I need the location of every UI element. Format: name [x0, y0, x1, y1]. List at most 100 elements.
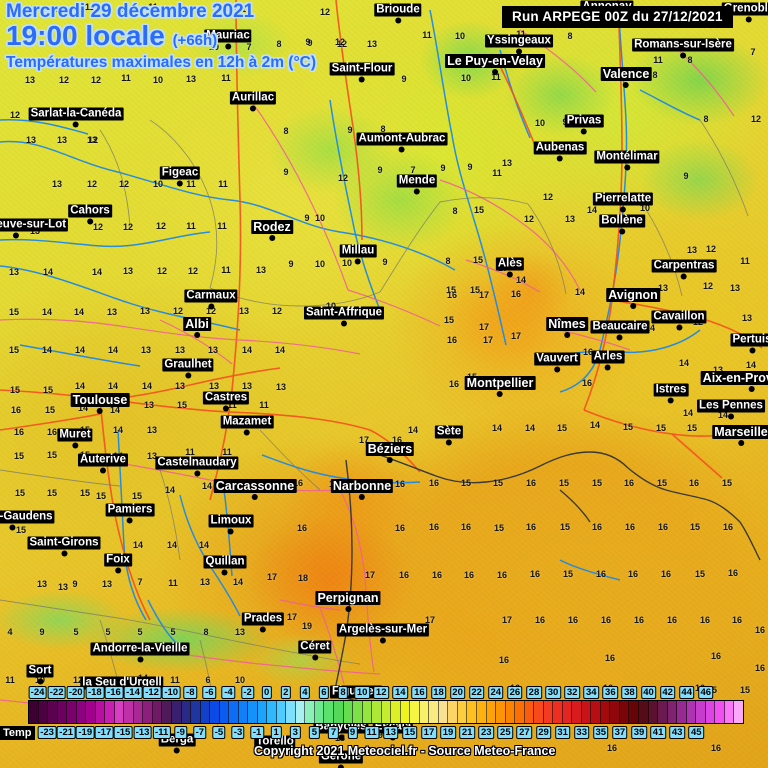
city-marker-dot: [681, 273, 687, 280]
colorbar-swatch: [372, 701, 382, 723]
grid-temperature-value: 16: [292, 478, 304, 488]
colorbar-swatch: [381, 701, 392, 723]
city-name: Foix: [104, 553, 132, 567]
colorbar-swatch: [295, 701, 306, 723]
colorbar-tick-bottom: 11: [364, 726, 380, 739]
colorbar-swatch: [114, 701, 125, 723]
colorbar-swatch: [476, 701, 487, 723]
colorbar-swatch: [448, 701, 458, 723]
city-marker-dot: [184, 372, 191, 379]
colorbar-tick-top: 6: [318, 686, 330, 699]
city-name: Carpentras: [651, 259, 717, 273]
city-name: Quillan: [203, 555, 247, 569]
colorbar-swatch: [553, 701, 563, 723]
grid-temperature-value: 10: [152, 75, 164, 85]
city-marker-dot: [668, 397, 674, 404]
colorbar-tick-bottom: -21: [56, 726, 76, 739]
city-marker-dot: [379, 637, 386, 644]
grid-temperature-value: 13: [146, 425, 158, 435]
city-name: Mazamet: [220, 415, 274, 429]
city-name: Mauriac: [204, 29, 252, 43]
city-label: Arles: [591, 350, 625, 371]
city-name: Graulhet: [162, 358, 214, 372]
city-name: Istres: [653, 383, 689, 397]
city-label: Cavaillon: [651, 310, 707, 331]
grid-temperature-value: 11: [168, 578, 178, 588]
colorbar-swatch: [639, 701, 649, 723]
colorbar-swatch: [86, 701, 96, 723]
grid-temperature-value: 10: [152, 179, 164, 189]
colorbar-swatch: [562, 701, 573, 723]
grid-temperature-value: 13: [199, 577, 211, 587]
city-label: Quillan: [203, 555, 247, 576]
grid-temperature-value: 7: [137, 577, 143, 587]
grid-temperature-value: 11: [516, 29, 526, 39]
grid-temperature-value: 12: [92, 222, 104, 232]
grid-temperature-value: 14: [74, 381, 86, 391]
city-name: Albi: [183, 317, 211, 331]
grid-temperature-value: 12: [58, 75, 70, 85]
city-label: Carpentras: [651, 259, 717, 280]
colorbar-tick-top: 0: [261, 686, 272, 699]
city-marker-dot: [177, 180, 183, 187]
grid-temperature-value: 16: [582, 347, 594, 357]
grid-temperature-value: 13: [22, 4, 34, 14]
grid-temperature-value: 17: [424, 615, 436, 625]
city-name: Avignon: [606, 288, 660, 302]
grid-temperature-value: 16: [534, 615, 546, 625]
colorbar-swatch: [667, 701, 678, 723]
city-label: Saint-Flour: [329, 62, 395, 83]
grid-temperature-value: 10: [234, 675, 246, 685]
city-name: Vauvert: [534, 352, 580, 366]
city-label: Brioude: [374, 3, 422, 24]
colorbar-tick-bottom: -3: [231, 726, 245, 739]
grid-temperature-value: 13: [146, 451, 158, 461]
colorbar-swatch: [229, 701, 239, 723]
grid-temperature-value: 16: [731, 615, 743, 625]
city-marker-dot: [337, 734, 344, 741]
city-label: Grenoble: [721, 2, 768, 23]
city-name: Castres: [202, 391, 250, 405]
colorbar-swatch: [591, 701, 601, 723]
colorbar-swatch: [677, 701, 687, 723]
city-name: Aubenas: [533, 141, 587, 155]
city-marker-dot: [564, 332, 570, 338]
grid-temperature-value: 15: [44, 405, 56, 415]
grid-temperature-value: 16: [296, 523, 308, 533]
city-marker-dot: [312, 654, 318, 661]
grid-temperature-value: 17: [510, 331, 522, 341]
city-label: Mauriac: [204, 29, 252, 50]
city-marker-dot: [341, 320, 347, 327]
grid-temperature-value: 8: [276, 39, 282, 49]
grid-temperature-value: 16: [660, 569, 672, 579]
grid-temperature-value: 16: [591, 522, 603, 532]
city-label: Sort: [26, 664, 54, 685]
city-marker-dot: [506, 271, 513, 278]
city-marker-dot: [386, 457, 393, 463]
grid-temperature-value: 14: [132, 540, 144, 550]
grid-temperature-value: 14: [407, 425, 419, 435]
grid-temperature-value: 10: [326, 301, 336, 311]
grid-temperature-value: 16: [529, 569, 541, 579]
grid-temperature-value: 12: [205, 306, 217, 316]
colorbar-tick-top: -20: [66, 686, 86, 699]
colorbar-swatch: [410, 701, 420, 723]
city-name: Pierrelatte: [592, 192, 654, 206]
grid-temperature-value: 15: [13, 451, 25, 461]
grid-temperature-value: 15: [445, 285, 457, 295]
city-marker-dot: [60, 550, 67, 557]
city-marker-dot: [616, 334, 623, 341]
city-marker-dot: [749, 347, 755, 354]
colorbar-swatch: [57, 701, 68, 723]
grid-temperature-value: 15: [46, 488, 58, 498]
grid-temperature-value: 13: [729, 283, 741, 293]
grid-temperature-value: 9: [288, 259, 294, 269]
city-name: Grenoble: [721, 2, 768, 16]
colorbar-tick-top: 34: [583, 686, 600, 699]
city-label: Graulhet: [162, 358, 214, 379]
colorbar[interactable]: [28, 700, 744, 724]
city-label: Andorre-la-Vieille: [90, 642, 190, 663]
grid-temperature-value: 10: [341, 258, 353, 268]
colorbar-tick-top: -6: [202, 686, 217, 699]
